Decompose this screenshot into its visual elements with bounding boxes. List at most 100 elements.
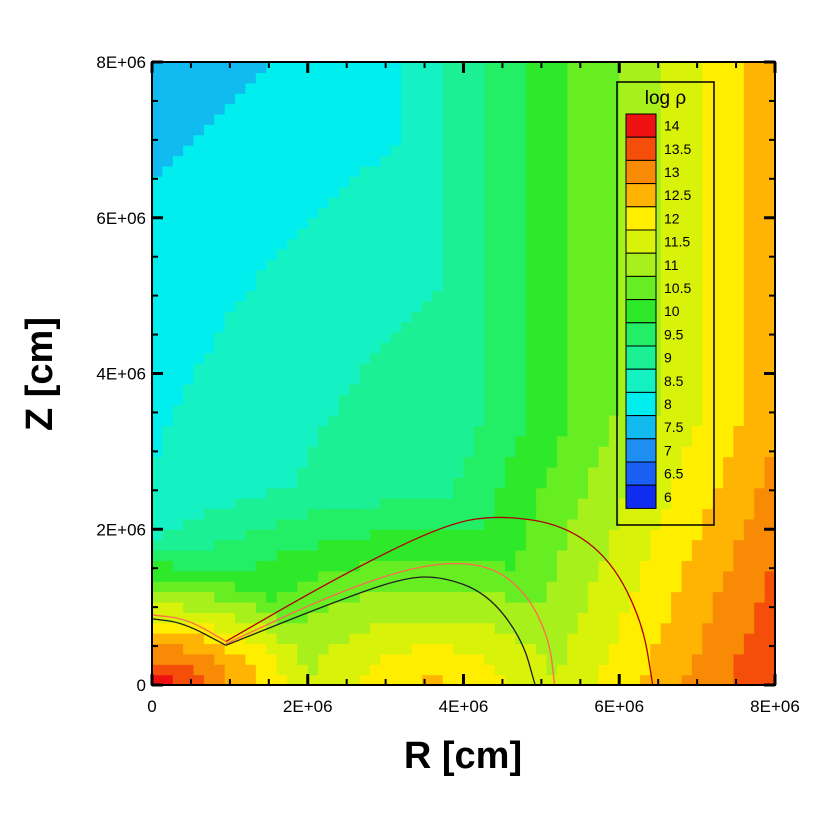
field-cell (764, 560, 775, 572)
field-cell (567, 653, 579, 665)
field-cell (525, 280, 537, 292)
field-cell (328, 321, 340, 333)
field-cell (691, 155, 703, 167)
field-cell (463, 352, 475, 364)
field-cell (255, 155, 267, 167)
field-cell (297, 72, 309, 84)
field-cell (681, 62, 693, 73)
field-cell (359, 93, 371, 105)
field-cell (764, 165, 775, 177)
field-cell (525, 321, 537, 333)
field-cell (255, 550, 267, 561)
field-cell (702, 498, 714, 510)
field-cell (380, 633, 392, 645)
field-cell (349, 280, 361, 292)
field-cell (224, 477, 236, 489)
field-cell (359, 134, 371, 146)
field-cell (214, 238, 226, 250)
field-cell (484, 113, 496, 125)
field-cell (193, 383, 205, 395)
field-cell (671, 591, 683, 603)
field-cell (255, 394, 267, 406)
field-cell (764, 581, 775, 593)
field-cell (515, 155, 527, 167)
field-cell (338, 103, 350, 115)
field-cell (619, 331, 631, 343)
field-cell (681, 373, 693, 385)
field-cell (640, 539, 651, 551)
field-cell (338, 352, 350, 364)
field-cell (193, 300, 205, 312)
field-cell (318, 612, 330, 624)
field-cell (421, 134, 433, 146)
field-cell (370, 155, 382, 167)
field-cell (754, 300, 766, 312)
field-cell (733, 550, 745, 561)
field-cell (577, 570, 589, 582)
field-cell (484, 383, 496, 395)
field-cell (546, 269, 558, 281)
field-cell (453, 498, 465, 510)
field-cell (297, 62, 309, 73)
field-cell (245, 352, 257, 364)
field-cell (546, 363, 558, 375)
field-cell (193, 466, 205, 478)
field-cell (401, 601, 413, 613)
field-cell (691, 591, 703, 603)
legend-label: 13.5 (664, 141, 691, 157)
field-cell (266, 643, 278, 655)
field-cell (754, 591, 766, 603)
x-tick-label: 6E+06 (594, 697, 644, 716)
field-cell (681, 653, 693, 665)
field-cell (743, 124, 755, 136)
field-cell (307, 290, 319, 302)
field-cell (546, 62, 558, 73)
field-cell (390, 570, 402, 582)
field-cell (453, 113, 465, 125)
field-cell (245, 186, 257, 198)
field-cell (380, 103, 392, 115)
field-cell (245, 259, 257, 271)
field-cell (370, 113, 382, 125)
field-cell (359, 446, 371, 458)
field-cell (245, 425, 257, 437)
field-cell (328, 529, 340, 541)
field-cell (650, 581, 662, 593)
field-cell (660, 280, 672, 292)
field-cell (411, 113, 423, 125)
field-cell (660, 612, 672, 624)
field-cell (390, 581, 402, 593)
field-cell (494, 134, 506, 146)
field-cell (286, 674, 298, 685)
field-cell (598, 674, 610, 685)
field-cell (754, 539, 766, 551)
field-cell (245, 373, 257, 385)
field-cell (515, 425, 527, 437)
field-cell (411, 165, 423, 177)
field-cell (162, 539, 174, 551)
field-cell (307, 176, 319, 188)
field-cell (359, 435, 371, 447)
field-cell (328, 664, 340, 676)
field-cell (556, 228, 568, 240)
field-cell (525, 331, 537, 343)
field-cell (307, 529, 319, 541)
field-cell (754, 446, 766, 458)
field-cell (473, 518, 485, 530)
field-cell (203, 145, 215, 157)
field-cell (691, 373, 703, 385)
field-cell (473, 487, 485, 499)
field-cell (702, 82, 714, 94)
field-cell (671, 383, 683, 395)
field-cell (536, 664, 548, 676)
field-cell (432, 394, 444, 406)
field-cell (640, 664, 651, 676)
field-cell (702, 259, 714, 271)
field-cell (370, 72, 382, 84)
field-cell (442, 415, 454, 427)
field-cell (286, 311, 298, 323)
field-cell (754, 331, 766, 343)
field-cell (401, 124, 413, 136)
field-cell (764, 633, 775, 645)
field-cell (712, 228, 724, 240)
